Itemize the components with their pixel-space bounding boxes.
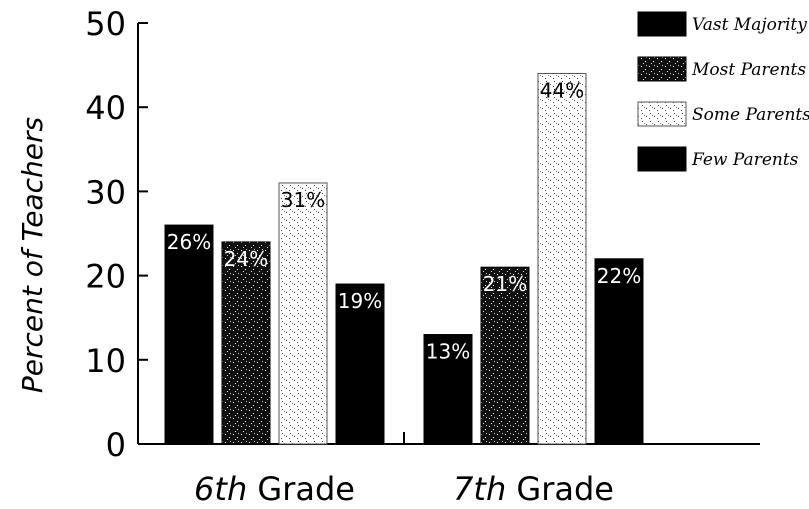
bar-value-label: 19% bbox=[338, 289, 382, 313]
bar-value-label: 44% bbox=[540, 79, 584, 103]
x-category-suffix: Grade bbox=[506, 470, 614, 508]
y-axis-label: Percent of Teachers bbox=[16, 117, 49, 393]
y-tick-label: 50 bbox=[85, 5, 126, 43]
bar-few-parents bbox=[335, 283, 385, 445]
y-tick-label: 10 bbox=[85, 342, 126, 380]
bar-vast-majority bbox=[164, 224, 214, 445]
bar-value-label: 31% bbox=[281, 188, 325, 212]
legend-swatch bbox=[637, 56, 687, 82]
legend-label: Few Parents bbox=[691, 150, 799, 170]
bar-value-label: 22% bbox=[597, 264, 641, 288]
bar-most-parents bbox=[480, 266, 530, 445]
x-category-label: 7th Grade bbox=[453, 470, 614, 508]
x-category-ordinal: 7th bbox=[453, 470, 506, 508]
legend-label: Some Parents bbox=[692, 105, 809, 125]
bar-value-label: 21% bbox=[483, 272, 527, 296]
legend-swatch bbox=[637, 11, 687, 37]
bar-value-label: 26% bbox=[167, 230, 211, 254]
y-tick-label: 0 bbox=[106, 426, 126, 464]
bar-vast-majority bbox=[423, 334, 473, 445]
bar-some-parents bbox=[278, 182, 328, 445]
chart-bars: 26% 24% 31% 19% 13% 21% 44% 22% bbox=[164, 73, 644, 445]
y-tick-label: 40 bbox=[85, 89, 126, 127]
legend-label: Vast Majority bbox=[692, 15, 807, 35]
chart-legend: Vast Majority Most Parents Some Parents Few… bbox=[637, 11, 809, 172]
y-tick-label: 30 bbox=[85, 173, 126, 211]
legend-swatch bbox=[637, 146, 687, 172]
legend-swatch bbox=[637, 101, 687, 127]
bar-few-parents bbox=[594, 258, 644, 445]
bar-some-parents bbox=[537, 73, 587, 445]
x-category-label: 6th Grade bbox=[194, 470, 355, 508]
bar-most-parents bbox=[221, 241, 271, 445]
bar-value-label: 24% bbox=[224, 247, 268, 271]
bar-value-label: 13% bbox=[426, 340, 470, 364]
x-category-suffix: Grade bbox=[247, 470, 355, 508]
y-tick-label: 20 bbox=[85, 258, 126, 296]
legend-label: Most Parents bbox=[691, 60, 806, 80]
x-category-ordinal: 6th bbox=[194, 470, 247, 508]
